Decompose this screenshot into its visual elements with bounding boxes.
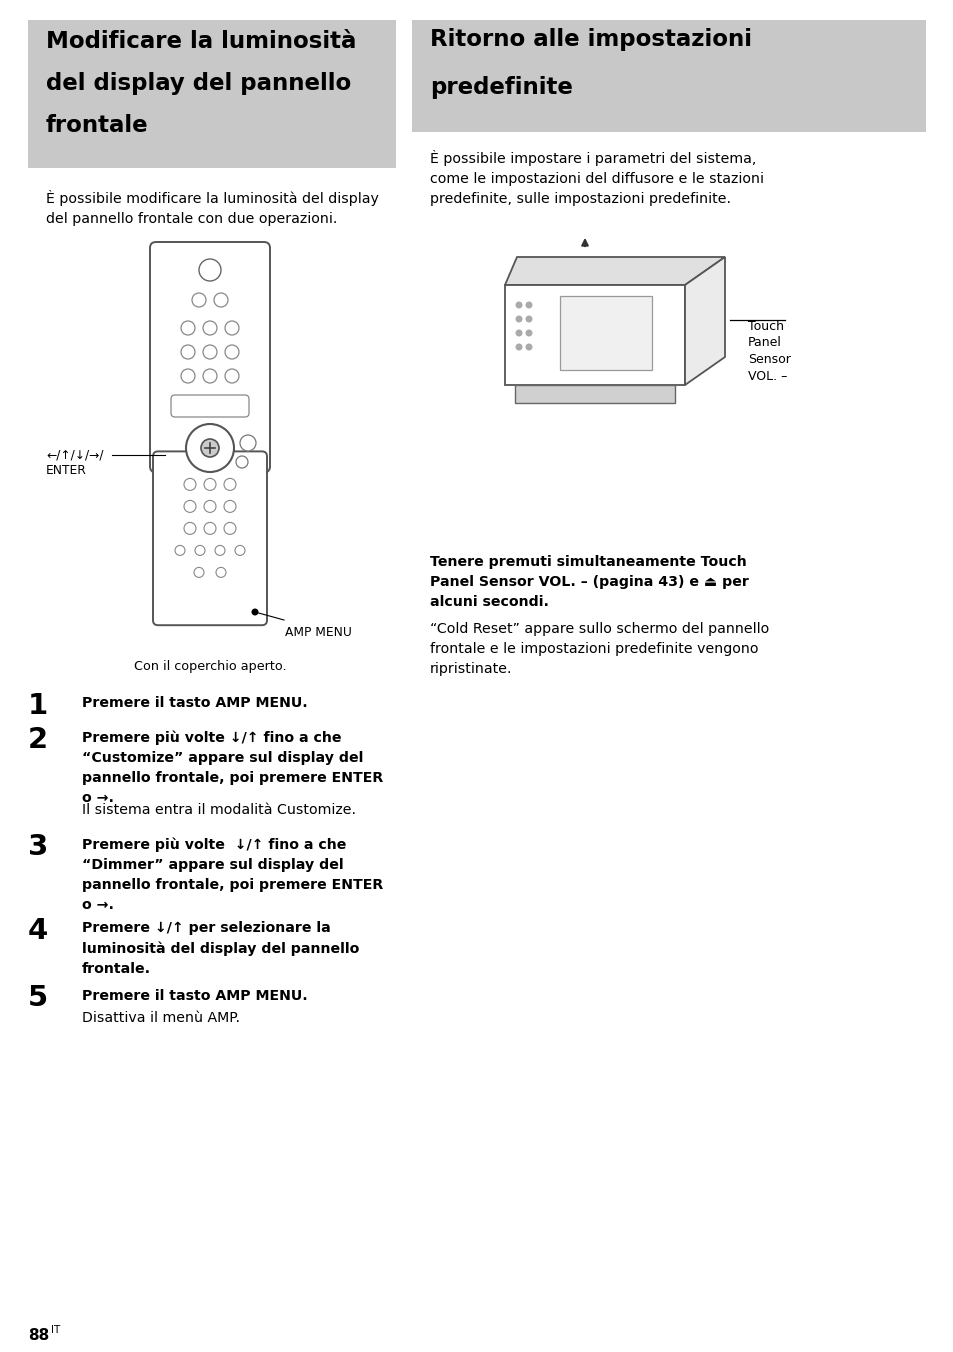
FancyBboxPatch shape xyxy=(171,395,249,416)
FancyBboxPatch shape xyxy=(28,20,395,168)
Circle shape xyxy=(203,369,216,383)
Text: Con il coperchio aperto.: Con il coperchio aperto. xyxy=(133,660,286,673)
Polygon shape xyxy=(504,285,684,385)
FancyBboxPatch shape xyxy=(559,296,651,370)
Circle shape xyxy=(186,425,233,472)
FancyBboxPatch shape xyxy=(150,242,270,472)
Text: 88: 88 xyxy=(28,1328,50,1343)
Text: Premere più volte  ↓/↑ fino a che
“Dimmer” appare sul display del
pannello front: Premere più volte ↓/↑ fino a che “Dimmer… xyxy=(82,837,383,911)
FancyBboxPatch shape xyxy=(412,20,925,132)
Text: Premere ↓/↑ per selezionare la
luminosità del display del pannello
frontale.: Premere ↓/↑ per selezionare la luminosit… xyxy=(82,921,359,976)
Text: Disattiva il menù AMP.: Disattiva il menù AMP. xyxy=(82,1011,240,1025)
Circle shape xyxy=(525,330,532,337)
Circle shape xyxy=(224,500,235,512)
Circle shape xyxy=(204,479,215,491)
Circle shape xyxy=(192,293,206,307)
Text: Tenere premuti simultaneamente Touch
Panel Sensor VOL. – (pagina 43) e ⏏ per
alc: Tenere premuti simultaneamente Touch Pan… xyxy=(430,556,748,610)
Circle shape xyxy=(184,479,195,491)
Text: 3: 3 xyxy=(28,833,49,861)
Text: Premere il tasto AMP MENU.: Premere il tasto AMP MENU. xyxy=(82,696,308,710)
Polygon shape xyxy=(684,257,724,385)
FancyBboxPatch shape xyxy=(152,452,267,625)
Circle shape xyxy=(252,608,258,615)
Text: Premere il tasto AMP MENU.: Premere il tasto AMP MENU. xyxy=(82,988,308,1002)
Text: frontale: frontale xyxy=(46,114,149,137)
Circle shape xyxy=(181,369,194,383)
Text: Modificare la luminosità: Modificare la luminosità xyxy=(46,30,356,53)
Circle shape xyxy=(225,320,239,335)
Text: È possibile modificare la luminosità del display
del pannello frontale con due o: È possibile modificare la luminosità del… xyxy=(46,191,378,226)
Circle shape xyxy=(203,320,216,335)
Circle shape xyxy=(224,479,235,491)
Circle shape xyxy=(525,315,532,323)
Circle shape xyxy=(240,435,255,452)
Text: “Cold Reset” appare sullo schermo del pannello
frontale e le impostazioni predef: “Cold Reset” appare sullo schermo del pa… xyxy=(430,622,768,676)
Circle shape xyxy=(515,301,522,308)
Circle shape xyxy=(203,345,216,360)
Text: 5: 5 xyxy=(28,984,48,1013)
Circle shape xyxy=(174,545,185,556)
Circle shape xyxy=(193,568,204,577)
Text: del display del pannello: del display del pannello xyxy=(46,72,351,95)
Text: Premere più volte ↓/↑ fino a che
“Customize” appare sul display del
pannello fro: Premere più volte ↓/↑ fino a che “Custom… xyxy=(82,730,383,806)
Circle shape xyxy=(214,545,225,556)
Circle shape xyxy=(201,439,219,457)
Circle shape xyxy=(204,500,215,512)
Circle shape xyxy=(199,260,221,281)
Text: ←/↑/↓/→/
ENTER: ←/↑/↓/→/ ENTER xyxy=(46,448,103,477)
Circle shape xyxy=(181,345,194,360)
Circle shape xyxy=(235,456,248,468)
Text: AMP MENU: AMP MENU xyxy=(285,626,352,639)
Circle shape xyxy=(525,301,532,308)
Text: 1: 1 xyxy=(28,692,49,721)
Text: 4: 4 xyxy=(28,917,49,945)
Circle shape xyxy=(525,343,532,350)
Circle shape xyxy=(225,345,239,360)
Text: Touch
Panel
Sensor
VOL. –: Touch Panel Sensor VOL. – xyxy=(747,320,790,383)
Polygon shape xyxy=(515,385,675,403)
Circle shape xyxy=(184,522,195,534)
Circle shape xyxy=(515,315,522,323)
Circle shape xyxy=(224,522,235,534)
Text: IT: IT xyxy=(51,1325,60,1334)
Text: 2: 2 xyxy=(28,726,48,754)
Circle shape xyxy=(181,320,194,335)
Circle shape xyxy=(225,369,239,383)
Circle shape xyxy=(204,522,215,534)
Text: Il sistema entra il modalità Customize.: Il sistema entra il modalità Customize. xyxy=(82,803,355,817)
Text: predefinite: predefinite xyxy=(430,76,572,99)
Text: È possibile impostare i parametri del sistema,
come le impostazioni del diffusor: È possibile impostare i parametri del si… xyxy=(430,150,763,206)
Text: Ritorno alle impostazioni: Ritorno alle impostazioni xyxy=(430,28,751,51)
Circle shape xyxy=(213,293,228,307)
Circle shape xyxy=(515,343,522,350)
Circle shape xyxy=(194,545,205,556)
Circle shape xyxy=(234,545,245,556)
Circle shape xyxy=(184,500,195,512)
Circle shape xyxy=(515,330,522,337)
Circle shape xyxy=(215,568,226,577)
Polygon shape xyxy=(504,257,724,285)
